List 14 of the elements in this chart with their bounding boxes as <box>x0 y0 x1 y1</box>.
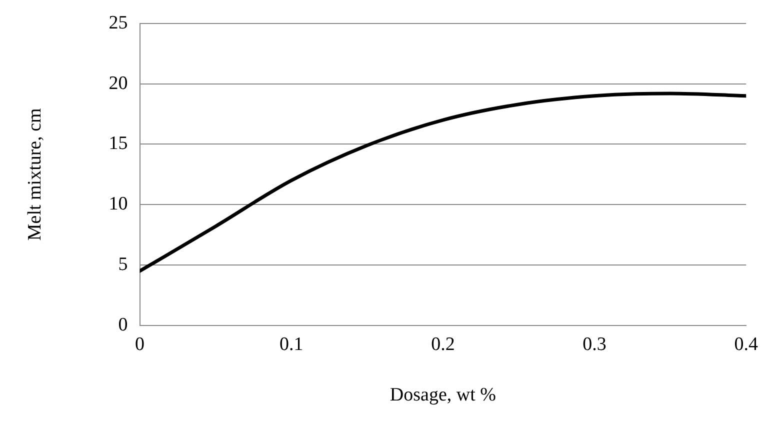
x-tick-label: 0.2 <box>431 334 455 355</box>
y-tick-label: 20 <box>108 72 128 94</box>
line-series <box>140 92 746 273</box>
x-tick-label: 0.4 <box>734 334 758 355</box>
x-tick-label: 0.3 <box>582 334 606 355</box>
y-tick-label: 15 <box>108 133 128 154</box>
y-tick-label: 10 <box>108 194 128 215</box>
x-tick-label: 0.1 <box>280 334 304 355</box>
y-axis-title: Melt mixture, cm <box>24 108 46 241</box>
y-tick-label: 25 <box>108 12 128 34</box>
y-tick-label: 0 <box>118 314 128 336</box>
y-tick-label: 5 <box>118 254 128 275</box>
x-tick-label: 0 <box>135 334 145 355</box>
x-axis-title: Dosage, wt % <box>390 384 496 406</box>
